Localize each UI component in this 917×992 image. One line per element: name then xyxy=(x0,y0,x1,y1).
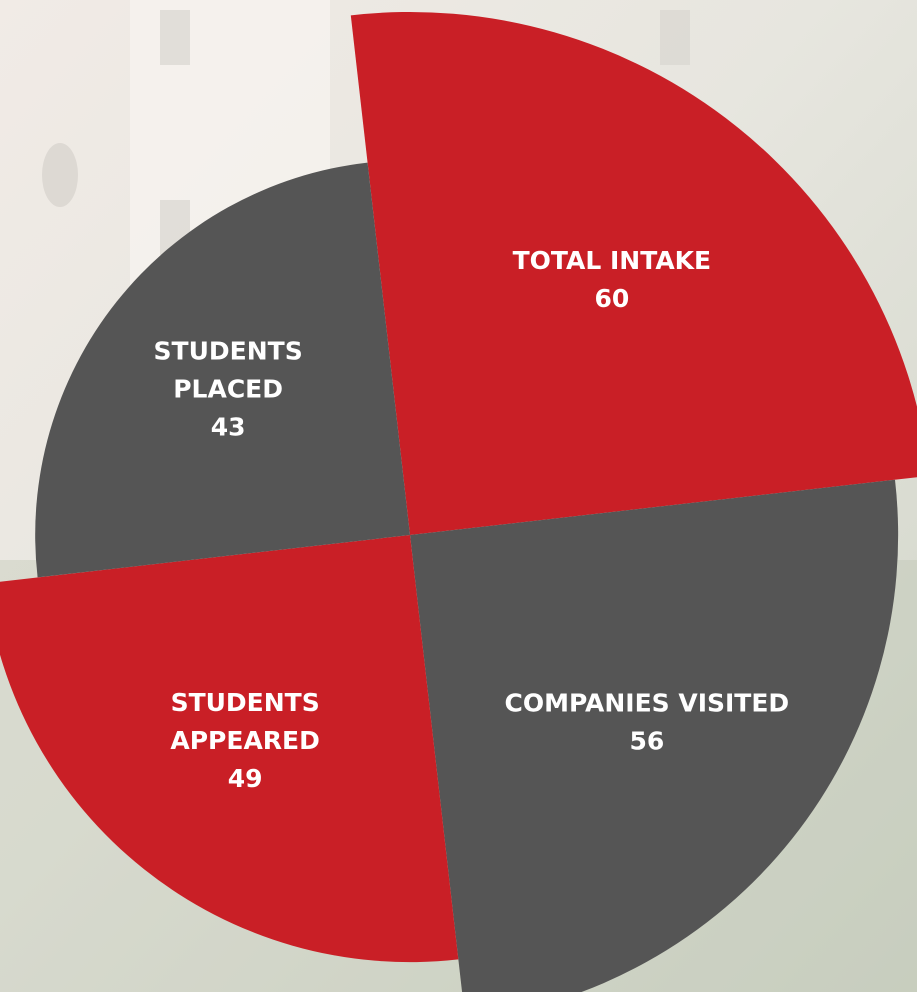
sector-label: TOTAL INTAKE xyxy=(513,246,712,275)
sector-label: COMPANIES VISITED xyxy=(504,688,789,717)
sector-label: APPEARED xyxy=(170,726,320,755)
sector-label: PLACED xyxy=(173,374,283,403)
value-label: 43 xyxy=(211,412,246,441)
page: TOTAL INTAKE 60 COMPANIES VISITED 56 STUDENT… xyxy=(0,0,917,992)
sector-label: STUDENTS xyxy=(154,336,303,365)
chart: TOTAL INTAKE 60 COMPANIES VISITED 56 STUDENT… xyxy=(0,0,917,992)
sector-label: STUDENTS xyxy=(171,688,320,717)
value-label: 60 xyxy=(594,284,629,313)
value-label: 56 xyxy=(629,726,664,755)
value-label: 49 xyxy=(228,764,263,793)
